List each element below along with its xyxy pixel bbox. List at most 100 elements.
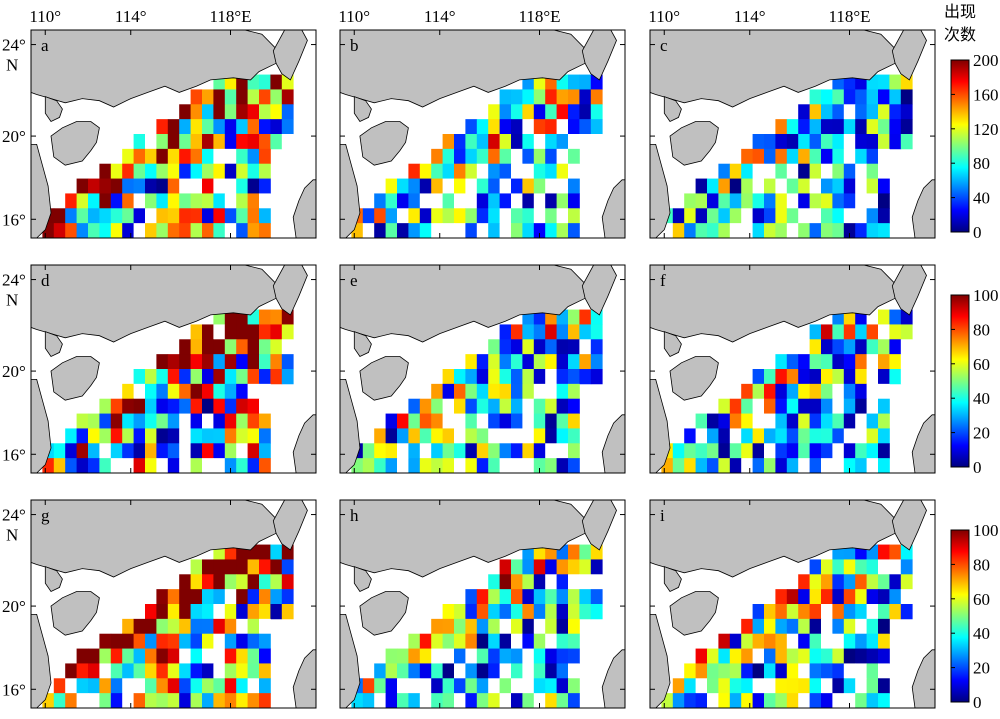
grid-cell [533, 223, 546, 238]
taiwan-island [891, 265, 927, 316]
grid-cell [156, 413, 169, 429]
grid-cell [236, 193, 248, 209]
grid-cell [179, 119, 191, 135]
grid-cell [786, 648, 799, 664]
grid-cell [522, 148, 535, 165]
grid-cell [454, 678, 466, 694]
grid-cell [798, 458, 810, 473]
grid-cell [454, 693, 466, 708]
grid-cell [167, 663, 180, 679]
grid-cell [202, 324, 214, 340]
grid-cell [259, 89, 271, 105]
grid-cell [488, 618, 500, 635]
grid-cell [224, 134, 237, 150]
grid-cell [488, 163, 500, 179]
grid-cell [190, 193, 203, 209]
grid-cell [843, 443, 856, 459]
grid-cell [832, 633, 845, 649]
grid-cell [533, 104, 546, 120]
grid-cell [741, 193, 753, 209]
grid-cell [798, 648, 810, 664]
grid-cell [900, 559, 913, 575]
grid-cell [488, 223, 500, 238]
panel-frame [649, 264, 936, 474]
grid-cell [442, 208, 455, 224]
grid-cell [718, 178, 731, 194]
grid-cell [900, 119, 913, 135]
grid-cell [42, 223, 55, 238]
grid-cell [224, 223, 237, 238]
grid-cell [511, 428, 523, 444]
grid-cell [213, 148, 226, 165]
grid-cell [499, 104, 512, 120]
grid-cell [247, 134, 260, 150]
grid-cell [99, 413, 112, 429]
grid-cell [76, 663, 89, 679]
lon-tick-label: 118°E [828, 7, 870, 26]
grid-cell [442, 458, 455, 473]
grid-cell [809, 369, 822, 385]
panel-frame [30, 499, 317, 709]
grid-cell [832, 693, 845, 708]
grid-cell [809, 589, 822, 605]
grid-cell [281, 74, 294, 90]
data-grid [661, 544, 913, 708]
grid-cell [590, 589, 603, 605]
grid-cell [764, 678, 776, 694]
grid-cell [465, 678, 478, 694]
grid-cell [442, 693, 455, 708]
grid-cell [167, 648, 180, 664]
grid-cell [156, 458, 169, 473]
grid-cell [145, 458, 157, 473]
grid-cell [202, 398, 214, 414]
grid-cell [419, 428, 432, 444]
grid-cell [259, 369, 271, 385]
grid-cell [556, 89, 569, 105]
grid-cell [156, 163, 169, 179]
grid-cell [511, 148, 523, 165]
grid-cell [545, 134, 557, 150]
grid-cell [764, 398, 776, 414]
grid-cell [465, 618, 478, 635]
grid-cell [202, 678, 214, 694]
grid-cell [499, 678, 512, 694]
grid-cell [866, 663, 879, 679]
grid-cell [179, 678, 191, 694]
grid-cell [476, 618, 489, 635]
grid-cell [122, 398, 134, 414]
grid-cell [202, 208, 214, 224]
grid-cell [843, 633, 856, 649]
grid-cell [247, 193, 260, 209]
grid-cell [545, 369, 557, 385]
grid-cell [454, 443, 466, 459]
grid-cell [809, 678, 822, 694]
grid-cell [488, 104, 500, 120]
grid-cell [522, 324, 535, 340]
grid-cell [65, 678, 77, 694]
grid-cell [729, 208, 742, 224]
grid-cell [179, 193, 191, 209]
grid-cell [167, 134, 180, 150]
grid-cell [522, 604, 535, 620]
grid-cell [741, 383, 753, 400]
grid-cell [786, 604, 799, 620]
grid-cell [866, 74, 879, 90]
grid-cell [568, 354, 580, 370]
grid-cell [133, 413, 146, 429]
grid-cell [568, 589, 580, 605]
grid-cell [499, 324, 512, 340]
grid-cell [866, 633, 879, 649]
grid-cell [476, 354, 489, 370]
colorbar-tick-label: 120 [973, 120, 999, 139]
grid-cell [568, 104, 580, 120]
grid-cell [499, 148, 512, 165]
grid-cell [213, 443, 226, 459]
grid-cell [855, 663, 867, 679]
grid-cell [889, 574, 902, 590]
grid-cell [775, 618, 788, 635]
grid-cell [167, 413, 180, 429]
grid-cell [878, 324, 890, 340]
land-mask [340, 265, 625, 473]
grid-cell [832, 208, 845, 224]
grid-cell [488, 119, 500, 135]
